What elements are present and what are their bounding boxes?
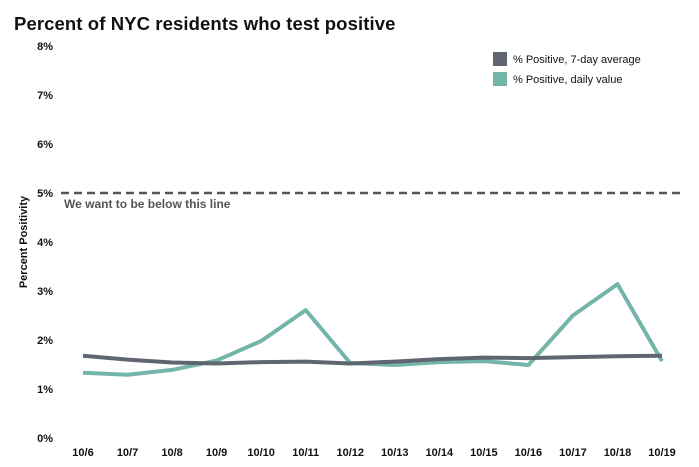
series-line-7-day-average [82,353,663,366]
threshold-label: We want to be below this line [64,197,231,211]
x-tick-label: 10/14 [426,447,454,459]
x-tick-label: 10/12 [336,447,364,459]
x-tick-label: 10/8 [161,447,182,459]
x-tick-label: 10/11 [292,447,319,459]
chart-title: Percent of NYC residents who test positi… [14,13,396,34]
legend-swatch [493,52,507,66]
x-axis-ticks: 10/6 10/7 10/8 10/9 10/10 10/11 10/12 10/13 10/1… [72,447,675,459]
y-tick-label: 4% [37,237,53,249]
x-tick-label: 10/13 [381,447,409,459]
y-tick-label: 5% [37,188,53,200]
y-tick-label: 6% [37,139,53,151]
legend-label: % Positive, 7-day average [513,54,641,66]
threshold-group: We want to be below this line [61,191,684,211]
x-tick-label: 10/6 [72,447,93,459]
legend-label: % Positive, daily value [513,74,622,86]
legend-swatch [493,72,507,86]
y-axis-ticks: 0% 1% 2% 3% 4% 5% 6% 7% 8% [37,41,53,445]
y-tick-label: 2% [37,335,53,347]
x-tick-label: 10/15 [470,447,498,459]
y-tick-label: 0% [37,433,53,445]
x-tick-label: 10/19 [648,447,676,459]
x-tick-label: 10/16 [515,447,543,459]
x-tick-label: 10/10 [247,447,275,459]
x-tick-label: 10/9 [206,447,227,459]
legend: % Positive, 7-day average % Positive, dai… [493,52,641,86]
x-tick-label: 10/18 [604,447,632,459]
series-lines [82,282,664,377]
y-tick-label: 1% [37,384,53,396]
y-tick-label: 8% [37,41,53,53]
x-tick-label: 10/17 [559,447,587,459]
y-tick-label: 7% [37,90,53,102]
x-tick-label: 10/7 [117,447,138,459]
y-tick-label: 3% [37,286,53,298]
